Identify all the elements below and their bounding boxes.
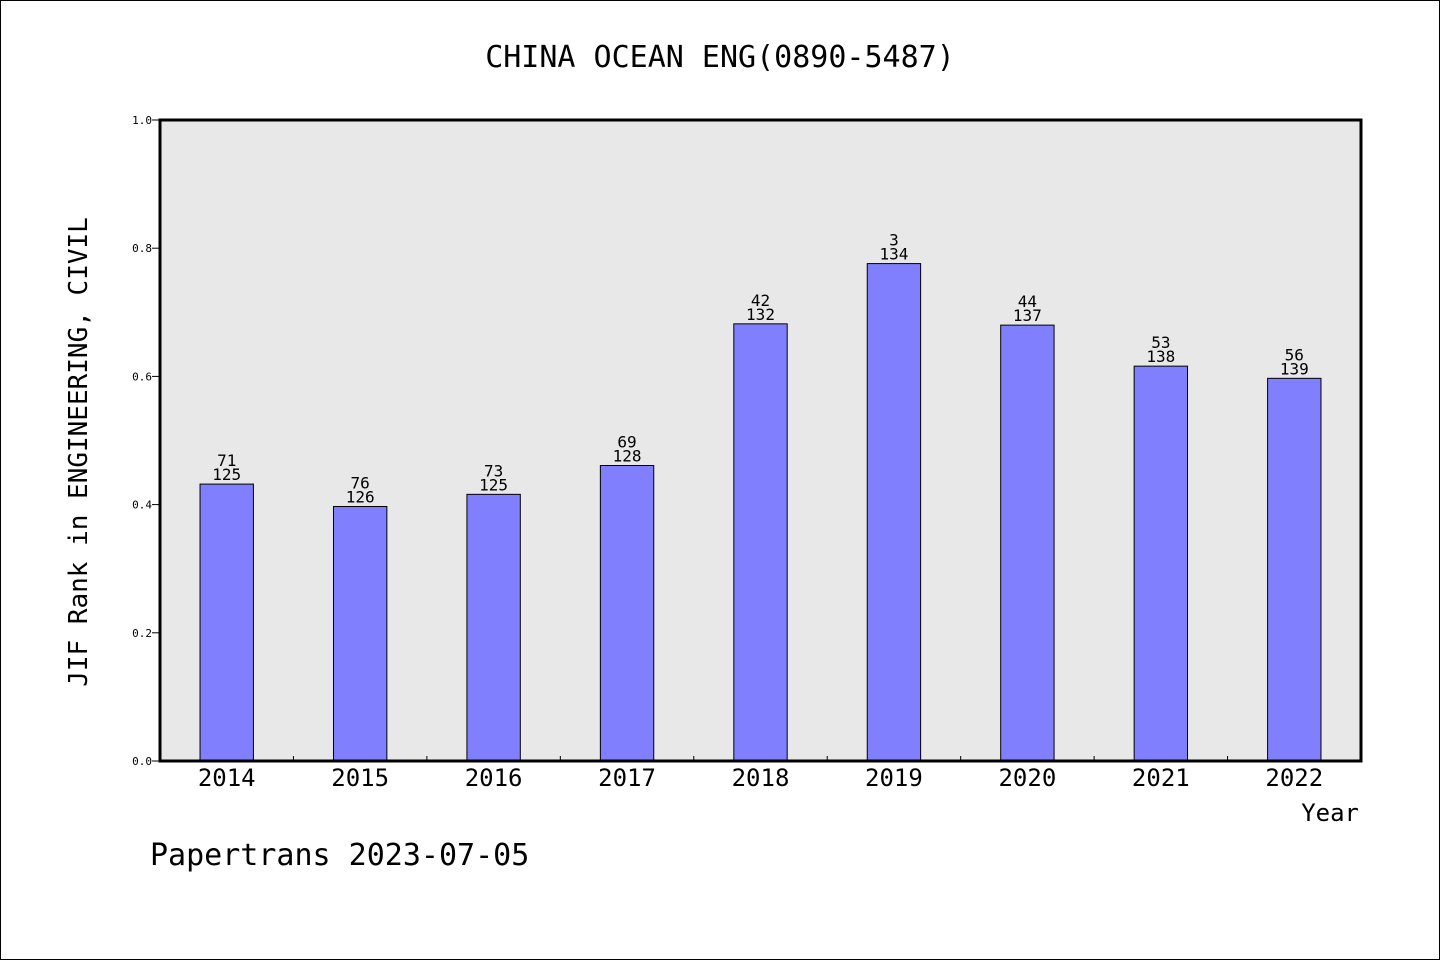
x-ticks-group: 2014 2015 2016 2017 2018 2019 2020 2021 2022 xyxy=(198,756,1323,792)
x-tick-label: 2014 xyxy=(198,764,256,792)
y-tick-label: 0.8 xyxy=(132,242,152,255)
bar-total-label: 134 xyxy=(879,245,908,264)
y-tick-label: 0.6 xyxy=(132,370,152,383)
y-tick-label: 1.0 xyxy=(132,114,152,127)
bar-rank-label: 76 xyxy=(351,474,370,493)
bar xyxy=(1133,365,1189,762)
bar-rank-label: 44 xyxy=(1018,292,1037,311)
bar-rank-label: 53 xyxy=(1151,333,1170,352)
bar-total-label: 128 xyxy=(613,446,642,465)
x-tick-label: 2022 xyxy=(1265,764,1323,792)
y-tick-label: 0.4 xyxy=(132,499,152,512)
bar-total-label: 125 xyxy=(212,465,241,484)
plot-border xyxy=(158,118,1363,763)
y-axis-label: JIF Rank in ENGINEERING, CIVIL xyxy=(64,217,94,687)
bar-total-label: 138 xyxy=(1146,347,1175,366)
bar xyxy=(1267,377,1322,762)
bar-total-label: 139 xyxy=(1280,359,1309,378)
bar xyxy=(199,483,254,762)
bar-rank-label: 3 xyxy=(889,231,899,250)
x-tick-label: 2015 xyxy=(331,764,389,792)
bar-total-label: 137 xyxy=(1013,306,1042,325)
footer-text: Papertrans 2023-07-05 xyxy=(150,838,529,873)
x-tick-label: 2020 xyxy=(998,764,1056,792)
bar xyxy=(866,263,922,762)
x-tick-label: 2021 xyxy=(1132,764,1190,792)
y-ticks-group: 0.0 0.2 0.4 0.6 0.8 1.0 xyxy=(132,114,160,768)
bar xyxy=(466,493,521,762)
bar-rank-label: 56 xyxy=(1285,345,1304,364)
x-tick-label: 2017 xyxy=(598,764,656,792)
bar-total-label: 125 xyxy=(479,475,508,494)
bar-total-label: 132 xyxy=(746,305,775,324)
bar-total-label: 126 xyxy=(346,488,375,507)
x-axis-label: Year xyxy=(1301,799,1359,827)
bar-rank-label: 71 xyxy=(217,451,236,470)
bar-rank-label: 69 xyxy=(617,432,636,451)
chart-title: CHINA OCEAN ENG(0890-5487) xyxy=(485,40,955,75)
bar xyxy=(1000,324,1055,762)
bar xyxy=(733,323,788,762)
bar xyxy=(332,506,388,762)
x-tick-label: 2016 xyxy=(465,764,523,792)
x-tick-label: 2018 xyxy=(732,764,790,792)
bar xyxy=(599,464,655,762)
bar-rank-label: 73 xyxy=(484,461,503,480)
x-tick-label: 2019 xyxy=(865,764,923,792)
y-tick-label: 0.0 xyxy=(132,755,152,768)
bar-rank-label: 42 xyxy=(751,291,770,310)
y-tick-label: 0.2 xyxy=(132,627,152,640)
